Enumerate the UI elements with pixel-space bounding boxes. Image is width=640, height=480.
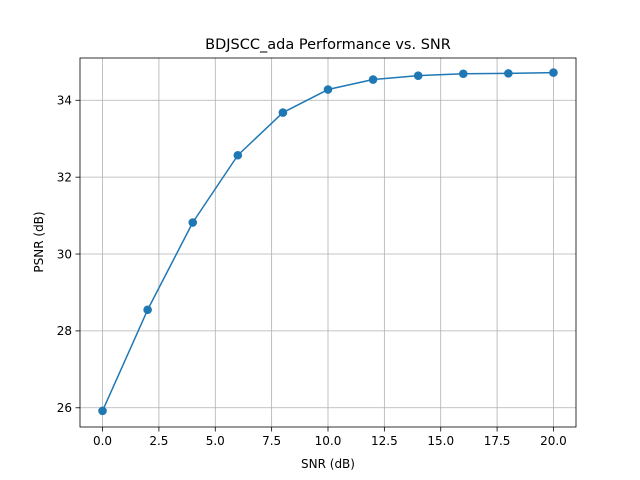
x-tick-label: 17.5 (484, 434, 511, 448)
data-point (98, 406, 107, 416)
data-point (323, 85, 333, 94)
x-tick-label: 15.0 (427, 434, 454, 448)
x-tick-label: 20.0 (540, 434, 567, 448)
data-point (549, 68, 558, 77)
y-tick-label: 30 (57, 247, 72, 261)
x-tick-label: 5.0 (206, 434, 225, 448)
data-point (278, 108, 288, 117)
x-axis-label: SNR (dB) (301, 457, 355, 471)
y-tick-label: 26 (57, 401, 72, 415)
data-point (143, 305, 152, 315)
x-tick-label: 7.5 (262, 434, 281, 448)
data-point (458, 69, 468, 79)
data-point (368, 75, 378, 84)
data-series (98, 68, 558, 416)
x-tick-label: 12.5 (371, 434, 398, 448)
x-tick-label: 10.0 (315, 434, 342, 448)
data-point (504, 69, 513, 78)
y-tick-label: 34 (57, 94, 72, 108)
data-point (188, 218, 198, 227)
y-axis-label: PSNR (dB) (32, 211, 46, 272)
x-tick-label: 2.5 (149, 434, 168, 448)
data-point (413, 71, 423, 80)
data-point (233, 150, 243, 160)
x-axis-ticks: 0.0 2.5 5.0 7.5 10.0 12.5 15.0 17.5 20.0 (93, 427, 567, 448)
y-tick-label: 28 (57, 324, 72, 338)
y-tick-label: 32 (57, 170, 72, 184)
y-axis-ticks: 26 28 30 32 34 (57, 94, 80, 415)
chart-title: BDJSCC_ada Performance vs. SNR (205, 37, 451, 53)
grid-lines (80, 58, 576, 427)
x-tick-label: 0.0 (93, 434, 112, 448)
